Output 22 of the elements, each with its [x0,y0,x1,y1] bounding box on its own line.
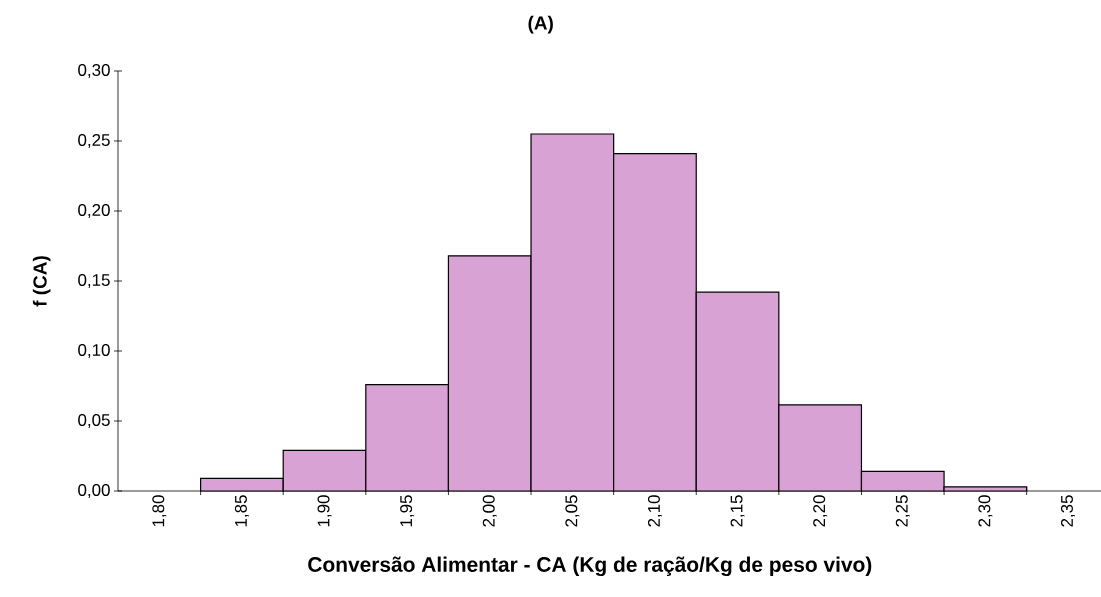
y-axis-title: f (CA) [32,256,51,307]
x-axis-title: Conversão Alimentar - CA (Kg de ração/Kg de peso vivo) [308,556,872,577]
x-tick-label: 2,05 [565,495,580,527]
x-tick-label: 2,15 [730,495,745,527]
x-tick-label: 1,90 [317,495,332,527]
y-tick-label: 0,10 [78,344,110,358]
x-tick-label: 2,00 [482,495,497,527]
x-tick-label: 2,25 [895,495,910,527]
x-tick-label: 1,85 [234,495,249,527]
y-tick-label: 0,00 [78,484,110,498]
x-tick-label: 1,95 [400,495,415,527]
x-tick-label: 1,80 [152,495,167,527]
x-tick-label: 2,20 [813,495,828,527]
y-tick-label: 0,15 [78,274,110,288]
y-tick-label: 0,30 [78,64,110,78]
y-tick-label: 0,25 [78,134,110,148]
chart-title: (A) [528,15,553,34]
y-tick-label: 0,20 [78,204,110,218]
x-tick-label: 2,30 [978,495,993,527]
y-tick-label: 0,05 [78,414,110,428]
x-tick-label: 2,10 [647,495,662,527]
x-tick-label: 2,35 [1060,495,1075,527]
